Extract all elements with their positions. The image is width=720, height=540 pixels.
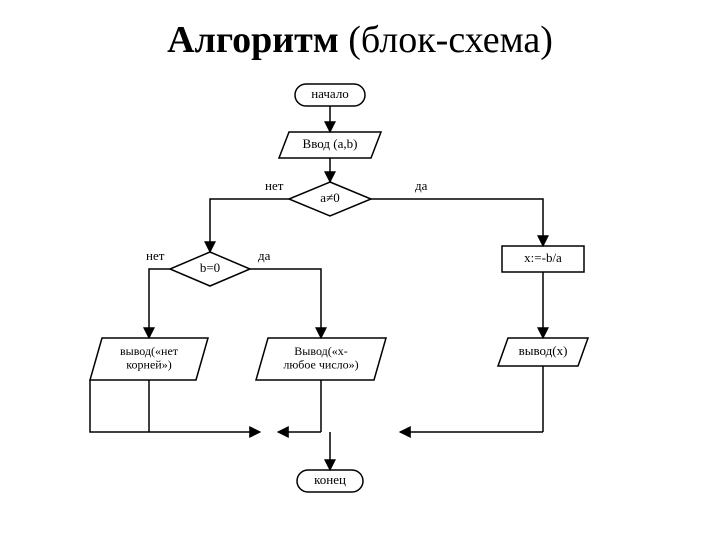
node-outAny: Вывод(«x-любое число») — [256, 338, 386, 380]
edge-label-5: нет — [146, 248, 165, 263]
svg-text:вывод(x): вывод(x) — [519, 343, 568, 358]
node-decA: a≠0 — [289, 182, 371, 216]
svg-text:корней»): корней») — [126, 357, 171, 371]
edge-label-2: да — [415, 178, 428, 193]
edge-label-3: нет — [265, 178, 284, 193]
title-rest: (блок-схема) — [339, 19, 553, 61]
svg-text:любое число»): любое число») — [283, 357, 358, 371]
edge-2 — [371, 199, 543, 246]
node-outNo: вывод(«неткорней») — [90, 338, 208, 380]
svg-text:вывод(«нет: вывод(«нет — [120, 344, 179, 358]
edge-3 — [210, 199, 289, 252]
svg-text:x:=-b/a: x:=-b/a — [524, 250, 562, 265]
node-outX: вывод(x) — [498, 338, 588, 366]
svg-text:Вывод(«x-: Вывод(«x- — [294, 344, 347, 358]
edge-4 — [250, 269, 321, 338]
svg-text:a≠0: a≠0 — [320, 190, 339, 205]
node-calc: x:=-b/a — [502, 246, 584, 272]
svg-text:b=0: b=0 — [200, 260, 220, 275]
edge-5 — [149, 269, 170, 338]
edge-label-4: да — [258, 248, 271, 263]
node-decB: b=0 — [170, 252, 250, 286]
node-end: конец — [297, 470, 363, 492]
edge-8 — [90, 380, 149, 432]
svg-text:конец: конец — [314, 472, 346, 487]
node-input: Ввод (a,b) — [279, 132, 381, 158]
node-start: начало — [295, 84, 365, 106]
page-title: Алгоритм (блок-схема) — [0, 18, 720, 62]
flowchart: началоВвод (a,b)a≠0b=0x:=-b/aвывод(«нетк… — [0, 72, 720, 540]
flowchart-svg: началоВвод (a,b)a≠0b=0x:=-b/aвывод(«нетк… — [0, 72, 720, 540]
title-bold: Алгоритм — [167, 19, 339, 61]
svg-text:Ввод (a,b): Ввод (a,b) — [303, 136, 358, 151]
svg-text:начало: начало — [311, 86, 349, 101]
